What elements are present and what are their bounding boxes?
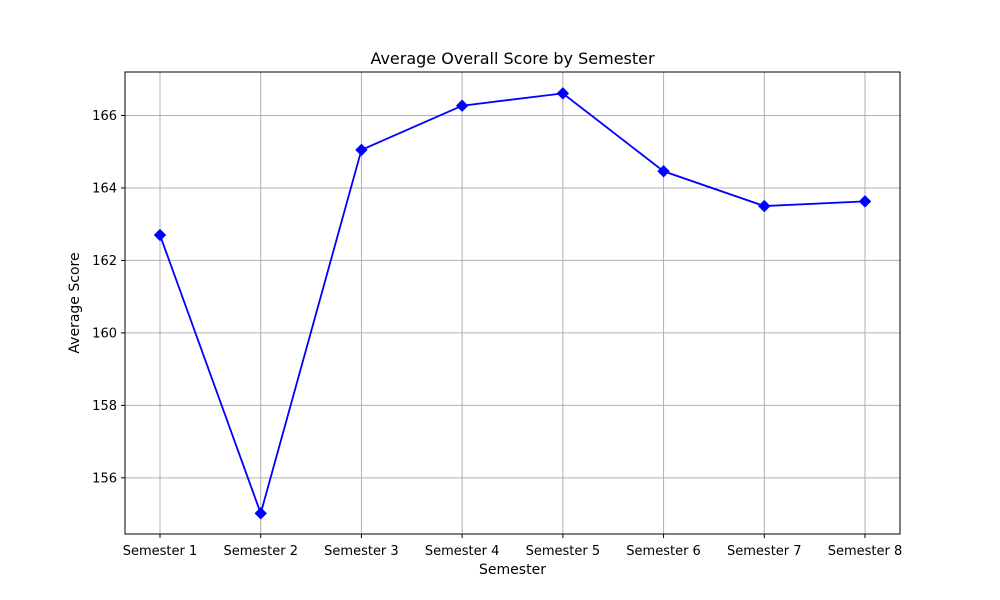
plot-area-frame bbox=[124, 71, 901, 535]
y-tick-label: 158 bbox=[92, 399, 117, 414]
x-axis-label: Semester bbox=[479, 562, 546, 578]
chart-title: Average Overall Score by Semester bbox=[370, 49, 655, 68]
data-point-marker bbox=[556, 87, 570, 100]
data-point-marker bbox=[455, 99, 469, 112]
series-line bbox=[159, 92, 866, 517]
x-tick-label: Semester 3 bbox=[324, 544, 399, 559]
y-axis-label: Average Score bbox=[67, 252, 83, 353]
axis-ticks: Semester 1 Semester 2 Semester 3 Semester 4… bbox=[92, 109, 902, 559]
data-point-marker bbox=[758, 199, 771, 213]
x-tick-label: Semester 6 bbox=[626, 544, 701, 559]
data-point-marker bbox=[153, 228, 167, 242]
x-tick-label: Semester 8 bbox=[828, 544, 903, 559]
data-point-marker bbox=[858, 195, 872, 208]
y-tick-label: 166 bbox=[92, 109, 117, 124]
series-layer bbox=[153, 87, 872, 520]
x-tick-label: Semester 2 bbox=[223, 544, 298, 559]
y-tick-label: 164 bbox=[92, 181, 117, 196]
y-tick-label: 160 bbox=[92, 326, 117, 341]
y-tick-label: 162 bbox=[92, 254, 117, 269]
data-point-marker bbox=[254, 507, 267, 520]
y-tick-label: 156 bbox=[92, 471, 117, 486]
x-tick-label: Semester 1 bbox=[123, 544, 198, 559]
x-tick-label: Semester 5 bbox=[526, 544, 601, 559]
data-point-marker bbox=[355, 143, 368, 157]
grid-lines bbox=[125, 72, 900, 534]
data-point-marker bbox=[657, 165, 670, 178]
x-tick-label: Semester 7 bbox=[727, 544, 802, 559]
x-tick-label: Semester 4 bbox=[425, 544, 500, 559]
